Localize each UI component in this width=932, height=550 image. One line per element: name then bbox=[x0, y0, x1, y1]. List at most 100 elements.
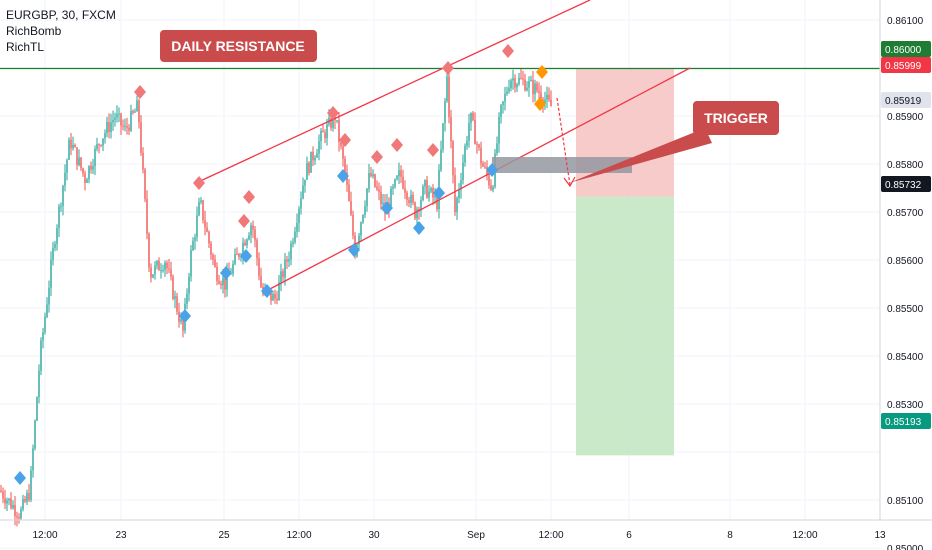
price-badge-label: 0.85732 bbox=[885, 180, 922, 191]
candle-body bbox=[390, 188, 392, 209]
candle-body bbox=[76, 147, 78, 165]
candle-body bbox=[82, 168, 84, 174]
price-badge bbox=[881, 413, 931, 429]
candle-body bbox=[358, 235, 360, 245]
candle-body bbox=[318, 141, 320, 154]
candle-body bbox=[20, 509, 22, 519]
daily-resistance-label: DAILY RESISTANCE bbox=[171, 38, 305, 54]
candle-body bbox=[420, 200, 422, 211]
candle-body bbox=[444, 101, 446, 124]
candle-body bbox=[188, 276, 190, 294]
candle-body bbox=[492, 186, 494, 190]
candle-body bbox=[120, 113, 122, 126]
candle-body bbox=[308, 162, 310, 173]
candle-body bbox=[60, 205, 62, 207]
candle-body bbox=[118, 113, 120, 115]
low-signal-marker bbox=[413, 221, 425, 235]
candle-body bbox=[230, 273, 232, 275]
price-badge-label: 0.85193 bbox=[885, 417, 922, 428]
candle-body bbox=[232, 263, 234, 274]
annotation-banners: DAILY RESISTANCE TRIGGER bbox=[160, 30, 779, 135]
candle-body bbox=[398, 170, 400, 177]
candle-body bbox=[148, 233, 150, 268]
candle-body bbox=[392, 186, 394, 189]
candle-body bbox=[304, 179, 306, 186]
low-signal-marker bbox=[381, 201, 393, 215]
candle-body bbox=[4, 498, 6, 504]
candle-body bbox=[514, 78, 516, 88]
symbol-title[interactable]: EURGBP, 30, FXCM bbox=[6, 8, 116, 22]
price-badge bbox=[881, 176, 931, 192]
candle-body bbox=[478, 144, 480, 148]
candle-body bbox=[214, 259, 216, 267]
candle-body bbox=[78, 157, 80, 165]
candle-body bbox=[540, 92, 542, 100]
candle-body bbox=[128, 127, 130, 131]
candle-body bbox=[164, 262, 166, 270]
candle-body bbox=[292, 241, 294, 244]
candle-body bbox=[182, 319, 184, 331]
time-axis[interactable]: 12:00 23 25 12:00 30 Sep 12:00 6 8 12:00 13 bbox=[32, 530, 886, 541]
candle-body bbox=[528, 80, 530, 88]
candle-body bbox=[324, 132, 326, 139]
candle-body bbox=[290, 243, 292, 260]
candle-body bbox=[10, 498, 12, 509]
candle-body bbox=[362, 214, 364, 223]
candle-body bbox=[44, 316, 46, 333]
candle-body bbox=[378, 189, 380, 192]
low-signal-marker bbox=[486, 163, 498, 177]
candle-body bbox=[502, 101, 504, 106]
candle-body bbox=[106, 121, 108, 134]
candle-body bbox=[8, 498, 10, 501]
candle-body bbox=[70, 139, 72, 149]
indicator-richtl[interactable]: RichTL bbox=[6, 40, 45, 54]
candle-body bbox=[472, 112, 474, 121]
candle-body bbox=[234, 254, 236, 264]
low-signal-marker bbox=[220, 266, 232, 280]
price-axis[interactable]: 0.86100 0.85900 0.85800 0.85700 0.85600 0.855… bbox=[887, 16, 924, 550]
candle-body bbox=[110, 122, 112, 132]
candle-body bbox=[156, 260, 158, 266]
candle-body bbox=[482, 163, 484, 167]
candle-body bbox=[104, 133, 106, 139]
candle-body bbox=[132, 111, 134, 113]
candle-body bbox=[58, 206, 60, 228]
candle-body bbox=[510, 80, 512, 89]
candle-body bbox=[206, 227, 208, 232]
trend-lines bbox=[0, 0, 932, 291]
candle-body bbox=[302, 185, 304, 199]
candle-body bbox=[394, 179, 396, 187]
candle-body bbox=[166, 262, 168, 269]
high-signal-marker bbox=[339, 133, 351, 147]
price-badge bbox=[881, 92, 931, 108]
time-tick-label: 13 bbox=[874, 530, 886, 541]
channel-upper-line bbox=[195, 0, 591, 184]
candle-body bbox=[316, 153, 318, 158]
candle-body bbox=[180, 319, 182, 322]
candle-body bbox=[98, 144, 100, 146]
candle-body bbox=[516, 84, 518, 88]
price-tick-label: 0.85600 bbox=[887, 256, 924, 267]
candle-body bbox=[498, 116, 500, 144]
candle-body bbox=[366, 188, 368, 207]
indicator-richbomb[interactable]: RichBomb bbox=[6, 24, 62, 38]
candle-body bbox=[346, 172, 348, 185]
time-tick-label: 23 bbox=[115, 530, 127, 541]
low-signal-marker bbox=[240, 249, 252, 263]
candle-body bbox=[448, 76, 450, 118]
candle-body bbox=[536, 83, 538, 91]
chart-legend: EURGBP, 30, FXCM RichBomb RichTL bbox=[6, 7, 116, 55]
candle-body bbox=[246, 239, 248, 246]
candle-body bbox=[312, 151, 314, 161]
candle-body bbox=[250, 225, 252, 236]
candle-body bbox=[306, 162, 308, 180]
candle-body bbox=[198, 202, 200, 216]
candle-body bbox=[256, 240, 258, 259]
candle-body bbox=[144, 169, 146, 199]
time-tick-label: 25 bbox=[218, 530, 230, 541]
low-signal-marker bbox=[337, 169, 349, 183]
candle-body bbox=[252, 225, 254, 230]
candle-body bbox=[108, 121, 110, 132]
candle-body bbox=[300, 198, 302, 209]
